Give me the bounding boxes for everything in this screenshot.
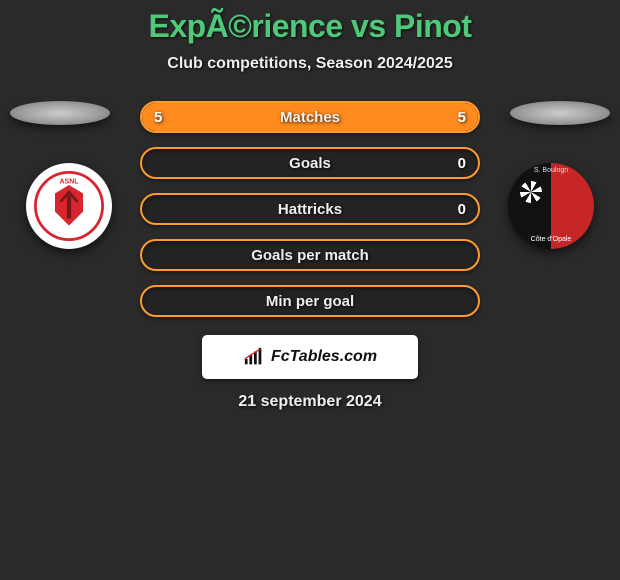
stat-bar: 5 Matches 5 bbox=[140, 101, 480, 133]
stat-bar: Goals per match bbox=[140, 239, 480, 271]
crest-text-top: S. Boulogn bbox=[508, 167, 594, 174]
platform-left bbox=[10, 101, 110, 125]
date-label: 21 september 2024 bbox=[0, 393, 620, 411]
crest-text-bottom: Côte d'Opale bbox=[508, 236, 594, 243]
stat-label: Matches bbox=[280, 109, 340, 126]
page-title: ExpÃ©rience vs Pinot bbox=[0, 8, 620, 45]
page-subtitle: Club competitions, Season 2024/2025 bbox=[0, 55, 620, 73]
branding-box[interactable]: FcTables.com bbox=[202, 335, 418, 379]
stat-value-left: 5 bbox=[154, 109, 162, 126]
shield-icon: ASNL bbox=[34, 171, 104, 241]
stat-value-right: 0 bbox=[458, 155, 466, 172]
comparison-panel: ASNL S. Boulogn Côte d'Opale 5 Matches 5 Go… bbox=[0, 101, 620, 411]
stat-value-right: 5 bbox=[458, 109, 466, 126]
platform-right bbox=[510, 101, 610, 125]
stat-bar: Hattricks 0 bbox=[140, 193, 480, 225]
soccer-ball-icon bbox=[520, 181, 542, 203]
branding-text: FcTables.com bbox=[271, 348, 377, 366]
stat-label: Goals per match bbox=[251, 247, 369, 264]
svg-text:ASNL: ASNL bbox=[59, 179, 79, 186]
stat-bar: Min per goal bbox=[140, 285, 480, 317]
team-crest-right: S. Boulogn Côte d'Opale bbox=[508, 163, 594, 249]
stat-bars: 5 Matches 5 Goals 0 Hattricks 0 Goals per match… bbox=[140, 101, 480, 317]
stat-label: Goals bbox=[289, 155, 331, 172]
stat-label: Min per goal bbox=[266, 293, 354, 310]
stat-bar: Goals 0 bbox=[140, 147, 480, 179]
stat-value-right: 0 bbox=[458, 201, 466, 218]
team-crest-left: ASNL bbox=[26, 163, 112, 249]
bar-chart-icon bbox=[243, 346, 265, 368]
stat-label: Hattricks bbox=[278, 201, 342, 218]
